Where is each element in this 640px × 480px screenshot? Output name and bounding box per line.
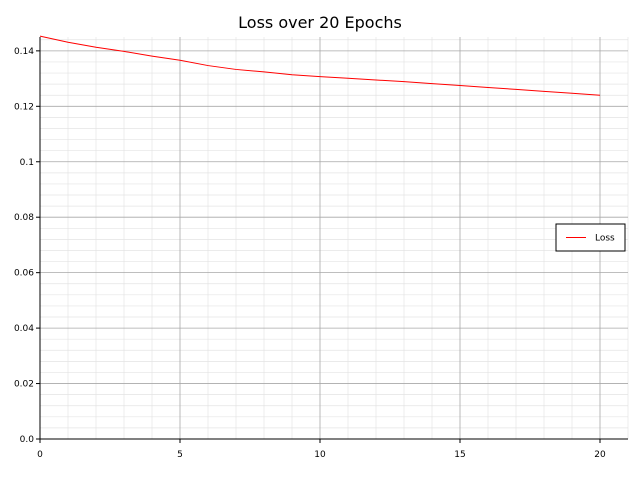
legend: Loss — [555, 223, 626, 252]
y-tick-label: 0.06 — [14, 269, 34, 279]
y-tick-label: 0.1 — [20, 158, 34, 168]
x-tick-label: 0 — [37, 450, 43, 460]
y-tick-label: 0.0 — [20, 435, 35, 445]
series-line-loss — [39, 35, 601, 96]
x-tick-label: 5 — [177, 450, 183, 460]
y-tick-label: 0.12 — [14, 102, 34, 112]
y-tick-label: 0.14 — [14, 47, 34, 57]
y-tick-label: 0.08 — [14, 213, 34, 223]
y-tick-label: 0.02 — [14, 380, 34, 390]
x-tick-label: 10 — [314, 450, 326, 460]
legend-label: Loss — [595, 234, 615, 244]
minor-grid — [40, 37, 629, 439]
tick-labels: 0 5 10 15 20 0.0 0.02 0.04 0.06 0.08 0.1 0.12 0.14 — [14, 47, 606, 460]
chart-title: Loss over 20 Epochs — [238, 13, 402, 32]
x-tick-label: 15 — [454, 450, 465, 460]
x-tick-label: 20 — [594, 450, 606, 460]
series-layer — [39, 35, 601, 96]
major-grid — [39, 37, 628, 440]
axes — [39, 37, 628, 440]
y-tick-label: 0.04 — [14, 324, 34, 334]
